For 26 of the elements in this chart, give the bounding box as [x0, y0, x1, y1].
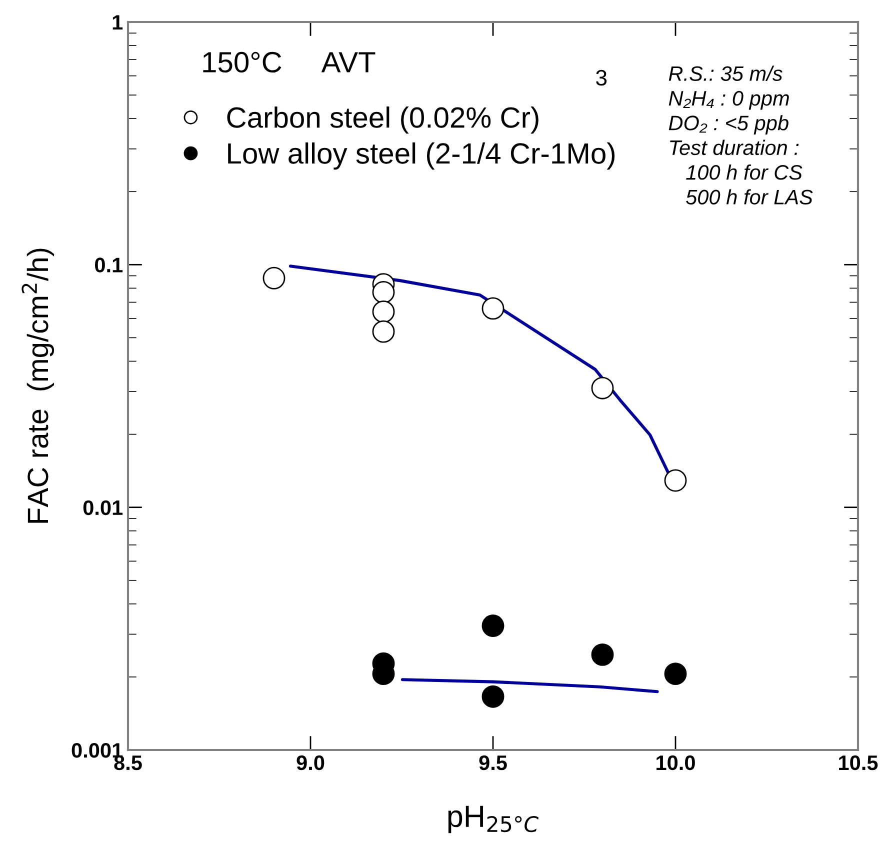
- point: [482, 614, 504, 638]
- x-tick-label: 10.0: [656, 755, 695, 770]
- y-axis-title: FAC rate (mg/cm$^{2}$/h): [22, 248, 54, 523]
- x-tick-label: 9.5: [479, 755, 507, 770]
- x-tick-label: 10.5: [839, 755, 878, 770]
- point: [372, 300, 395, 323]
- y-tick-label: 0.1: [95, 258, 123, 272]
- point: [482, 685, 504, 708]
- point: [664, 662, 687, 686]
- annotation: 3: [596, 70, 607, 86]
- point: [482, 297, 504, 320]
- x-tick-label: 9.0: [296, 755, 324, 770]
- line-series: [400, 678, 659, 694]
- point: [372, 320, 395, 343]
- point: [262, 266, 286, 290]
- annotation: R.S.: 35 m/s N₂H₄ : 0 ppm DO₂ : <5 ppb Test duration : 100 h for CS 500 h for LAS: [668, 66, 813, 205]
- x-axis-title: pH$_{25°C}$: [448, 806, 539, 834]
- legend-label: Low alloy steel (2-1/4 Cr-1Mo): [228, 142, 615, 170]
- point: [591, 643, 614, 666]
- point: [372, 280, 395, 304]
- point: [664, 469, 687, 492]
- point: [591, 376, 614, 400]
- y-tick-label: 0.01: [83, 500, 123, 516]
- legend-label: Carbon steel (0.02% Cr): [227, 106, 538, 134]
- annotation: 150°C AVT: [203, 52, 376, 73]
- y-tick-label: 1: [112, 15, 123, 30]
